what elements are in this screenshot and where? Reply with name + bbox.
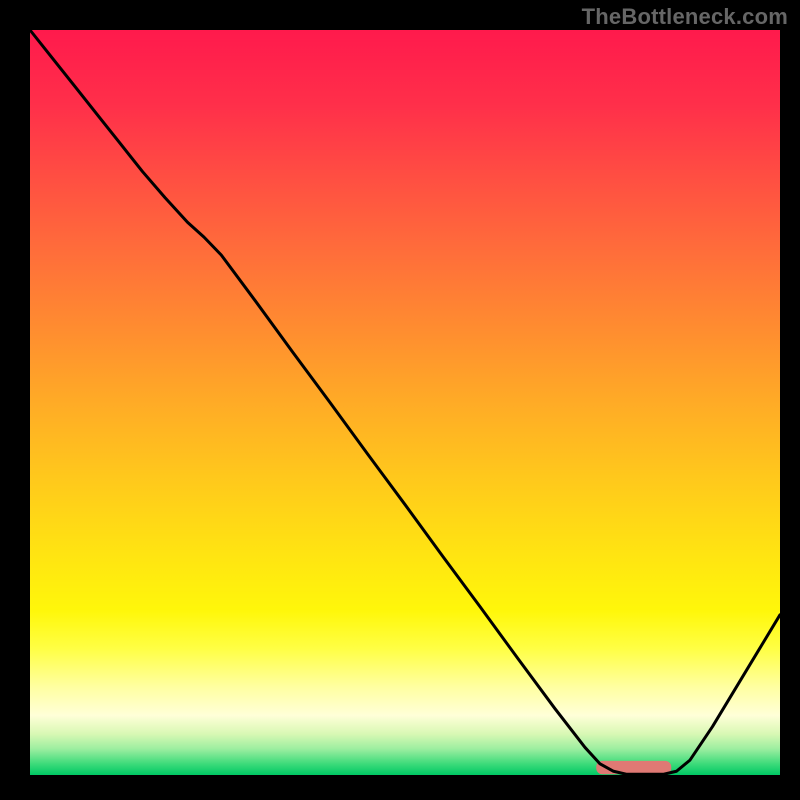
bottleneck-chart [0, 0, 800, 800]
watermark-text: TheBottleneck.com [582, 4, 788, 30]
chart-container: TheBottleneck.com [0, 0, 800, 800]
chart-background [30, 30, 780, 775]
